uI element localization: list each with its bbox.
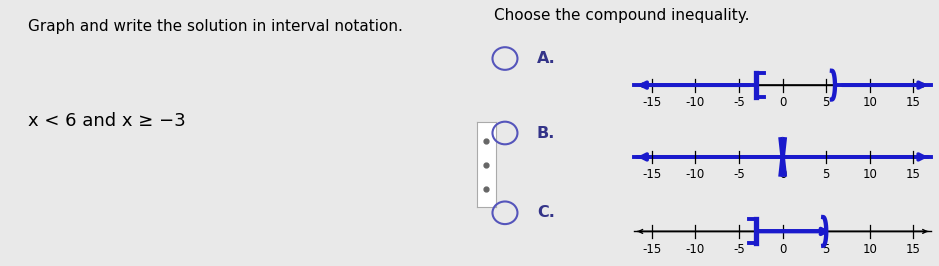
Text: 0: 0 (779, 243, 786, 256)
Text: -10: -10 (685, 168, 705, 181)
Text: B.: B. (537, 126, 555, 140)
Text: Choose the compound inequality.: Choose the compound inequality. (494, 8, 749, 23)
Text: A.: A. (537, 51, 556, 66)
Text: -15: -15 (642, 168, 661, 181)
Text: 5: 5 (823, 168, 830, 181)
Text: -15: -15 (642, 96, 661, 109)
Text: 0: 0 (779, 168, 786, 181)
Text: 5: 5 (823, 96, 830, 109)
Text: C.: C. (537, 205, 555, 220)
Text: -10: -10 (685, 96, 705, 109)
Text: -5: -5 (733, 96, 745, 109)
Text: 10: 10 (862, 96, 877, 109)
Text: 15: 15 (906, 243, 921, 256)
Text: 15: 15 (906, 168, 921, 181)
Text: -10: -10 (685, 243, 705, 256)
Text: 10: 10 (862, 243, 877, 256)
Text: Graph and write the solution in interval notation.: Graph and write the solution in interval… (28, 19, 403, 34)
Text: 15: 15 (906, 96, 921, 109)
Text: 10: 10 (862, 168, 877, 181)
Text: -5: -5 (733, 168, 745, 181)
Text: 5: 5 (823, 243, 830, 256)
Text: 0: 0 (779, 96, 786, 109)
Text: -5: -5 (733, 243, 745, 256)
Text: x < 6 and x ≥ −3: x < 6 and x ≥ −3 (28, 112, 186, 130)
Text: -15: -15 (642, 243, 661, 256)
